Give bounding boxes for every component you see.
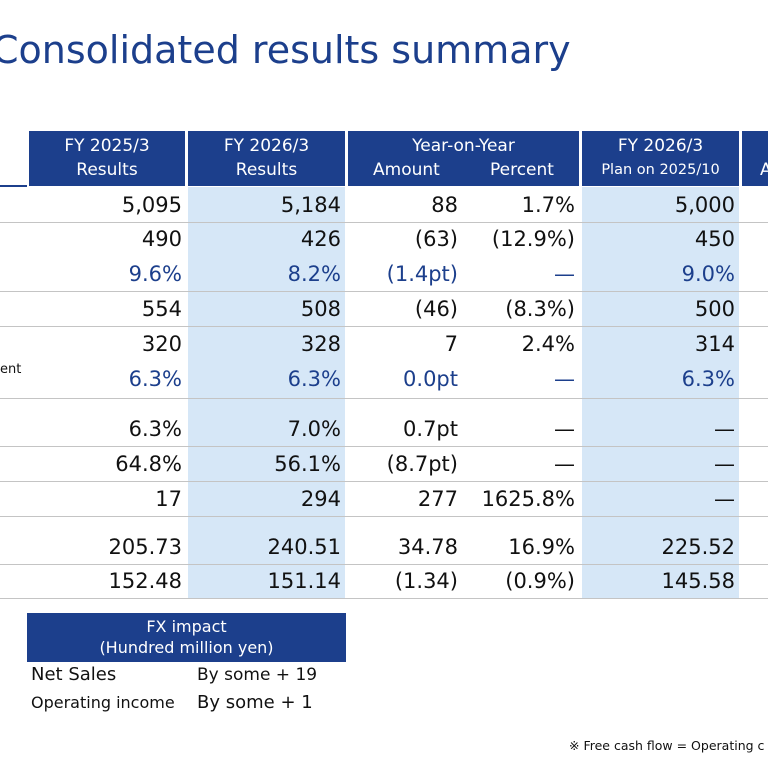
table-cell-plan: — <box>714 417 735 441</box>
table-cell-percent: (0.9%) <box>505 569 575 593</box>
table-divider <box>0 598 768 599</box>
table-cell-percent: — <box>554 262 575 286</box>
table-cell-plan: 145.58 <box>661 569 735 593</box>
table-cell-fy2026: 151.14 <box>267 569 341 593</box>
table-cell-percent: 16.9% <box>508 535 575 559</box>
header-next-line2: A <box>760 160 768 180</box>
table-cell-plan: 6.3% <box>681 367 735 391</box>
fx-value-operating-income: By some + 1 <box>197 692 313 713</box>
footnote: ※ Free cash flow = Operating c <box>569 738 765 753</box>
header-yoy-amount: Amount <box>373 160 440 180</box>
table-divider <box>0 222 768 223</box>
table-divider <box>0 481 768 482</box>
row-label-truncated: ent <box>0 362 22 377</box>
fx-impact-underline <box>27 661 346 662</box>
table-cell-fy2026: 7.0% <box>287 417 341 441</box>
table-cell-plan: 9.0% <box>681 262 735 286</box>
header-fy2026-results: FY 2026/3 Results <box>188 131 345 186</box>
table-cell-amount: 0.7pt <box>403 417 458 441</box>
table-cell-percent: — <box>554 452 575 476</box>
header-fy2025-results: FY 2025/3 Results <box>29 131 185 186</box>
table-cell-percent: 2.4% <box>521 332 575 356</box>
table-cell-fy2025: 320 <box>141 332 182 356</box>
fx-impact-title: FX impact <box>146 617 227 636</box>
table-cell-fy2026: 5,184 <box>280 193 341 217</box>
table-cell-amount: (46) <box>414 297 458 321</box>
header-fy2025-line1: FY 2025/3 <box>64 136 150 156</box>
header-yoy-percent: Percent <box>489 160 554 180</box>
table-cell-plan: 450 <box>694 227 735 251</box>
table-cell-plan: 225.52 <box>661 535 735 559</box>
table-cell-amount: (8.7pt) <box>386 452 458 476</box>
table-cell-fy2026: 508 <box>300 297 341 321</box>
table-cell-percent: (8.3%) <box>505 297 575 321</box>
fx-impact-unit: (Hundred million yen) <box>99 638 274 657</box>
table-cell-fy2025: 64.8% <box>115 452 182 476</box>
table-divider <box>0 326 768 327</box>
table-cell-fy2025: 17 <box>155 487 182 511</box>
table-cell-fy2026: 8.2% <box>287 262 341 286</box>
table-cell-fy2026: 294 <box>300 487 341 511</box>
header-plan-line2: Plan on 2025/10 <box>601 162 720 178</box>
table-cell-plan: 314 <box>694 332 735 356</box>
header-fy2026-plan: FY 2026/3 Plan on 2025/10 <box>582 131 739 186</box>
fx-value-net-sales: By some + 19 <box>197 665 318 685</box>
table-cell-percent: (12.9%) <box>491 227 575 251</box>
table-cell-fy2025: 9.6% <box>128 262 182 286</box>
table-cell-plan: — <box>714 452 735 476</box>
header-year-on-year: Year-on-Year Amount Percent <box>348 131 579 186</box>
plan-column-band <box>582 187 739 598</box>
header-fy2026-line2: Results <box>235 160 298 180</box>
header-plan-line1: FY 2026/3 <box>617 136 704 156</box>
table-cell-amount: 0.0pt <box>403 367 458 391</box>
table-cell-amount: (1.4pt) <box>386 262 458 286</box>
table-divider <box>0 564 768 565</box>
table-cell-fy2025: 6.3% <box>128 417 182 441</box>
fx-label-net-sales: Net Sales <box>31 664 117 685</box>
table-cell-percent: 1625.8% <box>481 487 575 511</box>
table-cell-fy2025: 152.48 <box>108 569 182 593</box>
table-cell-amount: (1.34) <box>394 569 458 593</box>
table-cell-amount: 7 <box>444 332 458 356</box>
header-next-column: A <box>742 131 768 186</box>
page-title: Consolidated results summary <box>0 28 571 72</box>
table-divider <box>0 516 768 517</box>
table-divider <box>0 398 768 399</box>
table-cell-fy2026: 426 <box>300 227 341 251</box>
table-cell-fy2026: 56.1% <box>274 452 341 476</box>
table-cell-plan: 5,000 <box>674 193 735 217</box>
table-cell-plan: 500 <box>694 297 735 321</box>
table-cell-plan: — <box>714 487 735 511</box>
fy2026-column-band <box>188 187 345 598</box>
table-cell-fy2025: 554 <box>141 297 182 321</box>
table-cell-percent: — <box>554 417 575 441</box>
table-divider <box>0 291 768 292</box>
header-yoy-line1: Year-on-Year <box>412 136 515 156</box>
table-cell-fy2025: 5,095 <box>121 193 182 217</box>
table-divider <box>0 446 768 447</box>
table-cell-amount: (63) <box>414 227 458 251</box>
table-cell-fy2026: 6.3% <box>287 367 341 391</box>
fx-impact-header: FX impact (Hundred million yen) <box>27 613 346 661</box>
table-cell-amount: 34.78 <box>397 535 458 559</box>
header-fy2026-line1: FY 2026/3 <box>223 136 310 156</box>
table-cell-fy2025: 205.73 <box>108 535 182 559</box>
header-fy2025-line2: Results <box>76 160 138 180</box>
table-cell-amount: 88 <box>431 193 458 217</box>
table-cell-fy2025: 6.3% <box>128 367 182 391</box>
header-blank-underline <box>0 185 27 187</box>
table-cell-percent: — <box>554 367 575 391</box>
table-cell-fy2025: 490 <box>141 227 182 251</box>
table-cell-amount: 277 <box>417 487 458 511</box>
table-cell-fy2026: 240.51 <box>267 535 341 559</box>
table-cell-percent: 1.7% <box>521 193 575 217</box>
table-cell-fy2026: 328 <box>300 332 341 356</box>
fx-label-operating-income: Operating income <box>31 693 175 712</box>
